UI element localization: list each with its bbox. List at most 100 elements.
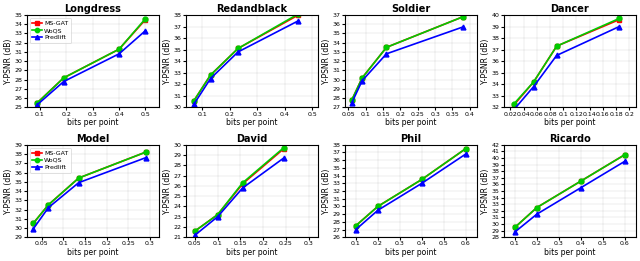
X-axis label: bits per point: bits per point [544,248,596,257]
Predlift [33,103,41,106]
Y-axis label: Y-PSNR (dB): Y-PSNR (dB) [323,168,332,214]
WoQS [348,98,356,102]
Line: MS-GAT: MS-GAT [511,17,622,108]
Predlift [75,181,83,184]
WoQS [45,203,52,206]
MS-GAT [115,48,123,51]
Line: WoQS: WoQS [511,16,622,106]
WoQS [115,48,123,51]
WoQS [459,15,467,18]
Predlift [207,77,214,80]
Predlift [234,50,242,54]
MS-GAT [459,15,467,18]
Line: Predlift: Predlift [31,155,148,232]
Predlift [141,29,149,32]
Line: Predlift: Predlift [349,25,465,105]
Predlift [239,186,246,189]
X-axis label: bits per point: bits per point [385,248,436,257]
Line: MS-GAT: MS-GAT [35,17,148,105]
Title: David: David [236,134,268,144]
Legend: MS-GAT, WoQS, Predlift: MS-GAT, WoQS, Predlift [30,148,71,173]
MS-GAT [207,74,214,77]
MS-GAT [29,222,37,225]
MS-GAT [418,178,426,181]
Y-axis label: Y-PSNR (dB): Y-PSNR (dB) [4,168,13,214]
WoQS [33,101,41,104]
MS-GAT [383,46,390,49]
WoQS [374,205,381,208]
Title: Soldier: Soldier [391,4,431,14]
MS-GAT [358,76,366,79]
WoQS [553,45,561,48]
MS-GAT [374,205,381,208]
WoQS [214,213,221,216]
MS-GAT [294,13,302,16]
WoQS [383,46,390,49]
Predlift [530,85,538,88]
Predlift [358,79,366,82]
MS-GAT [462,147,470,150]
Line: WoQS: WoQS [191,11,301,103]
Title: Phil: Phil [400,134,421,144]
X-axis label: bits per point: bits per point [385,118,436,127]
MS-GAT [553,45,561,48]
Title: Redandblack: Redandblack [216,4,287,14]
Predlift [616,25,623,28]
Title: Ricardo: Ricardo [549,134,591,144]
Y-axis label: Y-PSNR (dB): Y-PSNR (dB) [163,39,172,84]
Line: WoQS: WoQS [31,150,148,226]
WoQS [510,102,518,105]
WoQS [141,17,149,20]
Line: MS-GAT: MS-GAT [191,13,301,103]
MS-GAT [33,101,41,104]
Predlift [60,80,67,83]
Line: Predlift: Predlift [191,18,301,106]
MS-GAT [191,229,198,233]
Predlift [462,152,470,156]
Predlift [553,54,561,57]
Predlift [29,227,37,230]
WoQS [294,12,302,15]
MS-GAT [510,104,518,107]
Predlift [533,212,541,216]
Line: WoQS: WoQS [513,152,627,230]
Line: Predlift: Predlift [513,159,627,234]
Title: Dancer: Dancer [550,4,589,14]
Line: WoQS: WoQS [349,14,465,103]
WoQS [191,229,198,233]
MS-GAT [45,203,52,206]
WoQS [418,178,426,181]
MS-GAT [511,226,518,229]
Predlift [352,228,360,231]
Line: WoQS: WoQS [193,145,286,234]
Legend: MS-GAT, WoQS, Predlift: MS-GAT, WoQS, Predlift [30,18,71,43]
Y-axis label: Y-PSNR (dB): Y-PSNR (dB) [323,39,332,84]
Line: MS-GAT: MS-GAT [31,150,148,226]
MS-GAT [280,147,287,150]
Line: WoQS: WoQS [35,16,148,105]
MS-GAT [60,76,67,79]
MS-GAT [530,80,538,84]
WoQS [577,180,585,183]
Predlift [374,209,381,212]
MS-GAT [348,98,356,102]
WoQS [530,80,538,84]
WoQS [280,146,287,149]
WoQS [142,151,150,154]
MS-GAT [141,18,149,21]
MS-GAT [190,99,198,102]
WoQS [190,99,198,102]
Predlift [115,52,123,55]
Predlift [45,206,52,209]
X-axis label: bits per point: bits per point [226,248,278,257]
WoQS [462,147,470,150]
X-axis label: bits per point: bits per point [67,118,118,127]
Predlift [510,108,518,111]
MS-GAT [616,18,623,21]
Line: MS-GAT: MS-GAT [193,146,286,234]
Title: Model: Model [76,134,109,144]
Predlift [459,25,467,28]
Predlift [190,102,198,105]
WoQS [533,206,541,209]
Y-axis label: Y-PSNR (dB): Y-PSNR (dB) [481,39,490,84]
